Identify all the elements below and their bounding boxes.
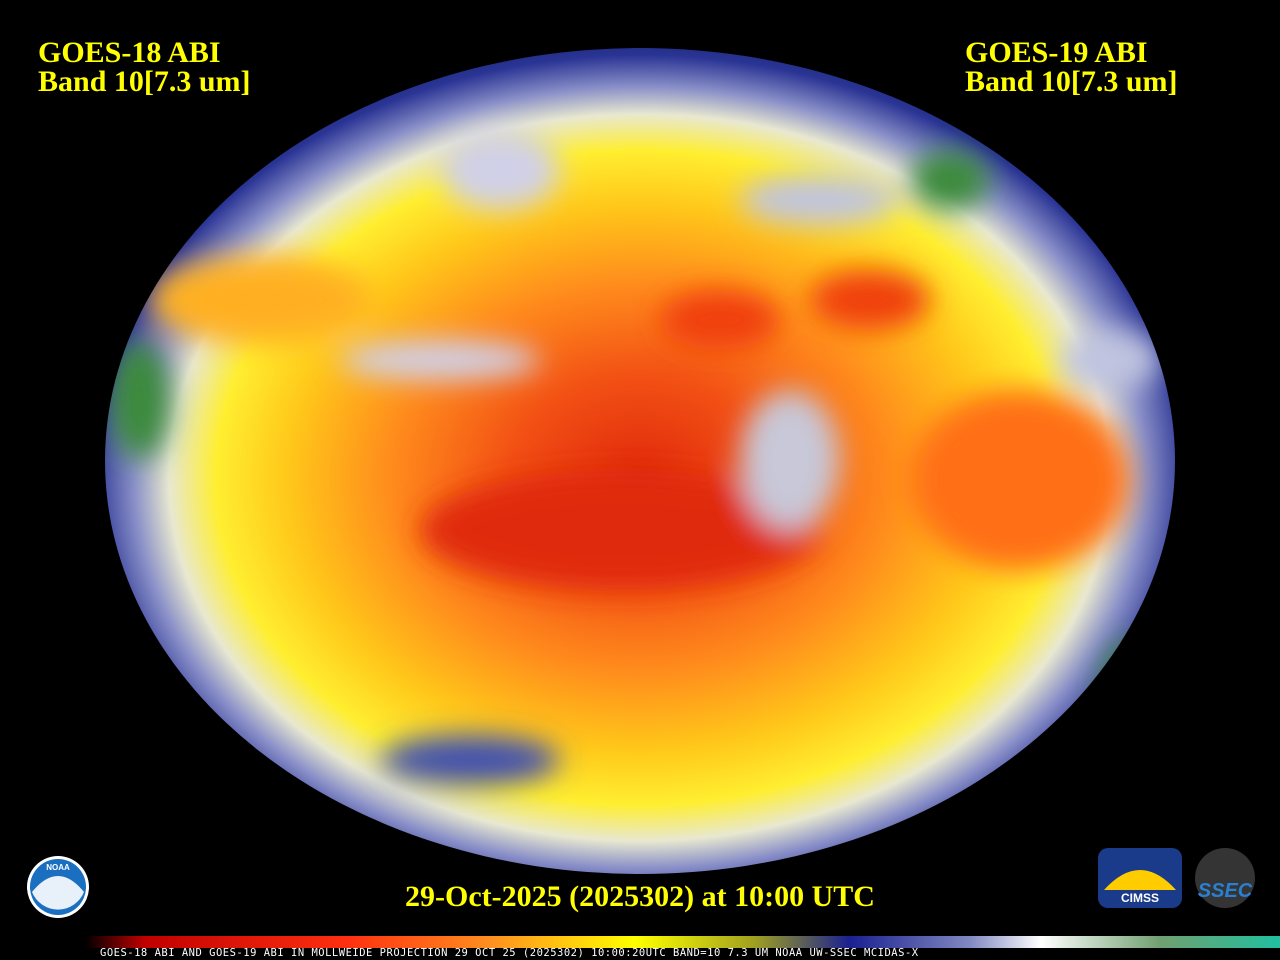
right-band: Band 10[7.3 um] (965, 65, 1178, 98)
cloud-features (110, 130, 1160, 785)
footer-caption: GOES-18 ABI AND GOES-19 ABI IN MOLLWEIDE… (100, 947, 919, 959)
color-bar (85, 936, 1280, 948)
right-satellite-name: GOES-19 ABI (965, 36, 1148, 69)
noaa-logo: NOAA (27, 856, 89, 918)
cimss-label: CIMSS (1121, 891, 1159, 905)
cimss-logo: CIMSS (1098, 848, 1182, 908)
left-satellite-name: GOES-18 ABI (38, 36, 221, 69)
left-band: Band 10[7.3 um] (38, 65, 251, 98)
ssec-logo: SSEC (1195, 848, 1255, 908)
noaa-label: NOAA (46, 863, 70, 872)
globe (105, 48, 1175, 874)
timestamp: 29-Oct-2025 (2025302) at 10:00 UTC (405, 880, 875, 913)
ssec-label: SSEC (1198, 880, 1253, 902)
